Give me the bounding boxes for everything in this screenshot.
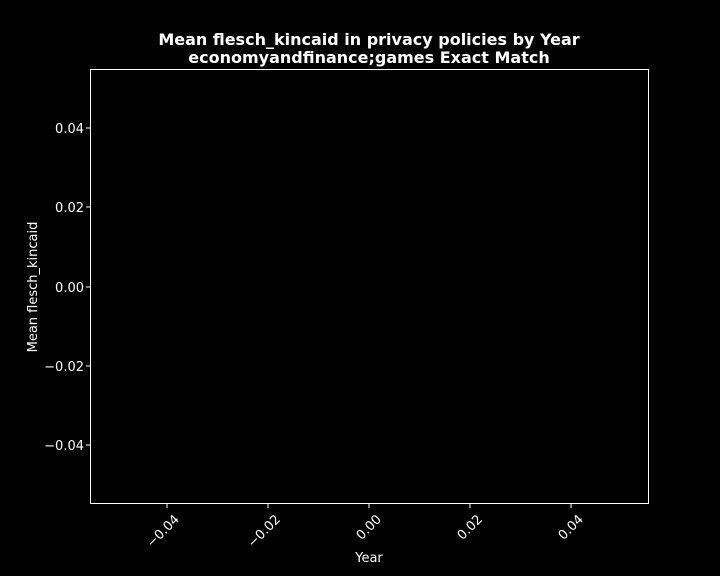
y-tick-label: 0.02	[55, 201, 84, 216]
x-tick-label: 0.02	[455, 512, 486, 543]
x-tick: −0.04	[144, 504, 183, 551]
chart-title: Mean flesch_kincaid in privacy policies …	[158, 30, 579, 49]
x-axis: −0.04 −0.02 0.00 0.02 0.04	[144, 504, 587, 551]
plot-area-frame	[90, 69, 649, 504]
x-tick: 0.00	[354, 504, 385, 543]
y-tick: −0.02	[44, 360, 90, 375]
y-axis-label: Mean flesch_kincaid	[26, 222, 41, 353]
chart-subtitle: economyandfinance;games Exact Match	[188, 48, 549, 67]
y-tick-label: −0.02	[44, 360, 84, 375]
y-axis: 0.04 0.02 0.00 −0.02 −0.04	[44, 122, 90, 454]
y-tick-label: −0.04	[44, 439, 84, 454]
y-tick: 0.02	[55, 201, 90, 216]
x-axis-label: Year	[354, 551, 383, 566]
x-tick-label: 0.00	[354, 512, 385, 543]
y-tick-label: 0.00	[55, 281, 84, 296]
y-tick: 0.04	[55, 122, 90, 137]
x-tick-label: −0.02	[245, 512, 284, 551]
x-tick-label: 0.04	[556, 512, 587, 543]
y-tick: 0.00	[55, 281, 90, 296]
x-tick: 0.02	[455, 504, 486, 543]
y-tick: −0.04	[44, 439, 90, 454]
x-tick: −0.02	[245, 504, 284, 551]
y-tick-label: 0.04	[55, 122, 84, 137]
x-tick: 0.04	[556, 504, 587, 543]
x-tick-label: −0.04	[144, 512, 183, 551]
